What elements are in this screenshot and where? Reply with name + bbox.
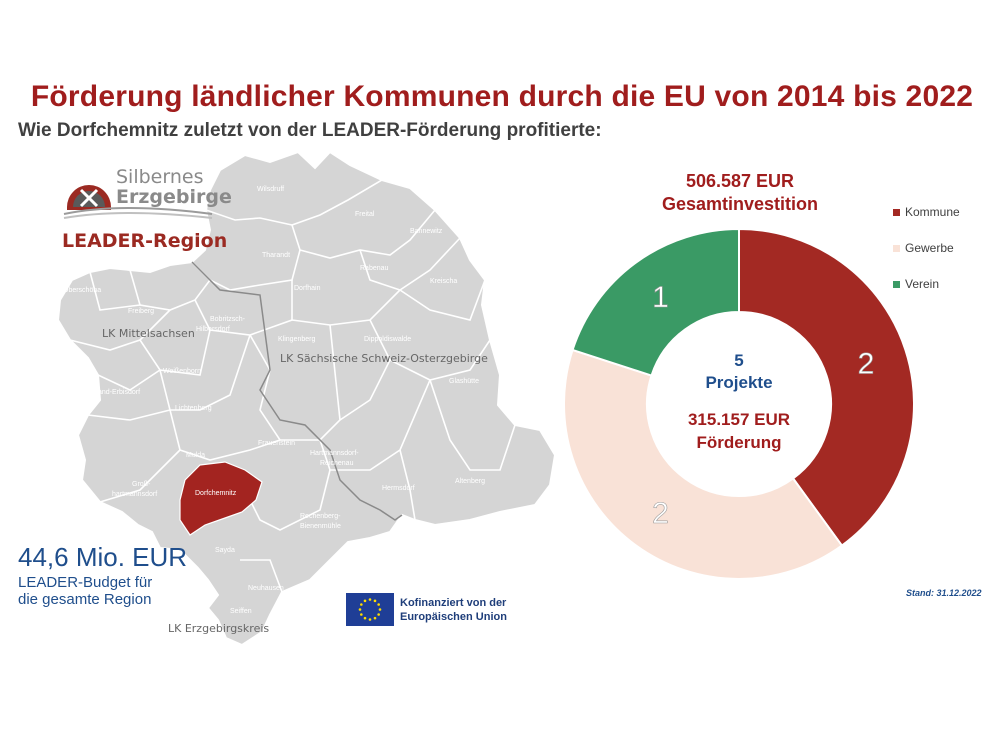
legend-swatch-verein <box>893 281 900 288</box>
eu-star <box>360 613 363 616</box>
municipality-borders <box>69 179 516 593</box>
district-label-mittelsachsen: LK Mittelsachsen <box>102 327 195 340</box>
logo-emblem <box>63 185 213 219</box>
center-project-count: 5 <box>734 351 743 370</box>
budget-line1: LEADER-Budget für <box>18 574 153 591</box>
eu-star <box>358 608 362 611</box>
eu-star <box>377 613 380 616</box>
district-label-sso: LK Sächsische Schweiz-Osterzgebirge <box>280 352 488 365</box>
eu-star <box>378 608 382 611</box>
label-rechenberg-1: Rechenberg- <box>300 513 341 520</box>
donut-slice-verein <box>571 227 740 377</box>
region-map: Wilsdruff Freital Bannewitz Tharandt Rab… <box>56 150 557 647</box>
label-gross-1: Groß- <box>132 481 151 488</box>
label-altenberg: Altenberg <box>455 478 485 485</box>
label-hermsdorf: Hermsdorf <box>382 485 415 492</box>
label-klingenberg: Klingenberg <box>278 336 315 343</box>
donut-chart: 2 2 1 5 Projekte 315.157 EUR Förderung <box>563 227 915 580</box>
district-label-erzgebirgskreis: LK Erzgebirgskreis <box>168 622 269 635</box>
label-bobritzsch-1: Bobritzsch- <box>210 316 246 323</box>
label-tharandt: Tharandt <box>262 252 290 259</box>
page-subtitle: Wie Dorfchemnitz zuletzt von der LEADER-… <box>18 120 602 141</box>
label-dippoldiswalde: Dippoldiswalde <box>364 336 411 343</box>
label-gross-2: hartmannsdorf <box>112 491 157 498</box>
status-date: Stand: 31.12.2022 <box>906 588 982 598</box>
eu-star <box>363 599 367 603</box>
dorfchemnitz-area <box>179 461 263 536</box>
eu-star <box>368 598 372 601</box>
label-hartmannsdorf-1: Hartmannsdorf- <box>310 450 359 457</box>
legend-item-verein: Verein <box>893 277 960 295</box>
eu-flag-icon <box>346 593 394 626</box>
label-kreischa: Kreischa <box>430 278 457 285</box>
label-bannewitz: Bannewitz <box>410 228 443 235</box>
label-dorfhain: Dorfhain <box>294 285 321 292</box>
donut-value-verein: 1 <box>652 281 669 314</box>
label-neuhausen: Neuhausen <box>248 585 284 592</box>
eu-line1: Kofinanziert von der <box>400 597 507 609</box>
donut-slice-gewerbe <box>563 348 844 580</box>
center-project-label: Projekte <box>705 373 772 392</box>
legend-item-kommune: Kommune <box>893 205 960 223</box>
eu-line2: Europäischen Union <box>400 611 507 623</box>
label-rabenau: Rabenau <box>360 265 389 272</box>
label-wilsdruff: Wilsdruff <box>257 186 284 193</box>
page-title: Förderung ländlicher Kommunen durch die … <box>30 80 974 113</box>
label-glashuette: Glashütte <box>449 378 479 385</box>
eu-cofinance-text: Kofinanziert von der Europäischen Union <box>400 596 550 624</box>
label-freiberg: Freiberg <box>128 308 154 315</box>
label-rechenberg-2: Bienenmühle <box>300 523 341 530</box>
logo-text-leader: LEADER-Region <box>62 230 228 252</box>
label-frauenstein: Frauenstein <box>258 440 295 447</box>
donut-value-kommune: 2 <box>858 348 875 381</box>
donut-slice-kommune <box>738 227 915 547</box>
eu-star <box>363 616 367 620</box>
center-funding-label: Förderung <box>697 433 782 452</box>
donut-value-gewerbe: 2 <box>652 497 669 530</box>
label-seiffen: Seiffen <box>230 608 252 615</box>
label-dorfchemnitz: Dorfchemnitz <box>195 490 237 497</box>
investment-amount: 506.587 EUR <box>685 171 795 191</box>
center-funding-amount: 315.157 EUR <box>688 410 790 429</box>
investment-total: 506.587 EUR Gesamtinvestition <box>640 170 840 216</box>
investment-label: Gesamtinvestition <box>661 194 819 214</box>
budget-amount: 44,6 Mio. EUR <box>18 542 188 572</box>
eu-star <box>373 616 377 620</box>
legend-swatch-gewerbe <box>893 245 900 252</box>
label-weissenborn: Weißenborn <box>163 368 201 375</box>
eu-star <box>360 603 363 606</box>
legend-label-verein: Verein <box>905 277 940 291</box>
logo-text-erzgebirge: Erzgebirge <box>116 186 232 208</box>
eu-star <box>368 618 372 621</box>
label-oberschoena: Oberschöna <box>63 287 101 294</box>
budget-line2: die gesamte Region <box>18 591 152 608</box>
label-hartmannsdorf-2: Reichenau <box>320 460 354 467</box>
label-sayda: Sayda <box>215 547 235 554</box>
legend-item-gewerbe: Gewerbe <box>893 241 960 259</box>
eu-star <box>377 603 380 606</box>
label-brand-erbisdorf: Brand-Erbisdorf <box>91 389 140 396</box>
label-bobritzsch-2: Hilbersdorf <box>196 326 230 333</box>
legend-label-gewerbe: Gewerbe <box>905 241 954 255</box>
label-mulda: Mulda <box>186 452 205 459</box>
label-lichtenberg: Lichtenberg <box>175 405 212 412</box>
budget-description: LEADER-Budget für die gesamte Region <box>18 574 218 608</box>
label-freital: Freital <box>355 211 375 218</box>
eu-star <box>373 599 377 603</box>
legend-swatch-kommune <box>893 209 900 216</box>
district-boundary <box>191 261 403 521</box>
logo-text-silbernes: Silbernes <box>116 166 204 188</box>
chart-legend: Kommune Gewerbe Verein <box>893 205 960 313</box>
legend-label-kommune: Kommune <box>905 205 960 219</box>
